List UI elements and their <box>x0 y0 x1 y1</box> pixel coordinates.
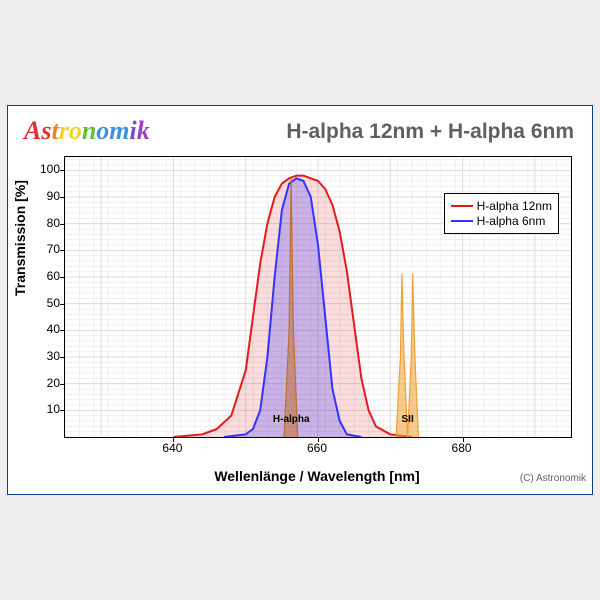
chart-panel: Astronomik H-alpha 12nm + H-alpha 6nm Tr… <box>7 105 593 495</box>
y-tick-mark <box>60 384 65 385</box>
y-tick-label: 80 <box>30 216 60 230</box>
copyright-text: (C) Astronomik <box>520 473 586 484</box>
y-tick-mark <box>60 304 65 305</box>
y-axis-label: Transmission [%] <box>12 180 28 296</box>
peak-label: SII <box>402 414 414 425</box>
y-tick-label: 30 <box>30 349 60 363</box>
legend-item: H-alpha 6nm <box>451 214 552 228</box>
y-tick-label: 50 <box>30 296 60 310</box>
y-tick-label: 20 <box>30 376 60 390</box>
y-tick-mark <box>60 197 65 198</box>
brand-logo: Astronomik <box>24 116 150 146</box>
legend-item: H-alpha 12nm <box>451 199 552 213</box>
x-axis-label: Wellenlänge / Wavelength [nm] <box>64 468 570 484</box>
peak-label: H-alpha <box>273 414 310 425</box>
legend-label: H-alpha 12nm <box>477 199 552 213</box>
legend: H-alpha 12nmH-alpha 6nm <box>444 193 559 234</box>
y-tick-mark <box>60 224 65 225</box>
legend-swatch <box>451 220 473 222</box>
x-tick-label: 640 <box>162 441 182 455</box>
y-tick-label: 40 <box>30 322 60 336</box>
y-tick-label: 60 <box>30 269 60 283</box>
y-tick-label: 10 <box>30 402 60 416</box>
legend-label: H-alpha 6nm <box>477 214 546 228</box>
canvas-outer: Astronomik H-alpha 12nm + H-alpha 6nm Tr… <box>0 0 600 600</box>
y-tick-mark <box>60 410 65 411</box>
x-tick-label: 660 <box>307 441 327 455</box>
y-tick-mark <box>60 250 65 251</box>
plot-area: H-alpha SII H-alpha 12nmH-alpha 6nm <box>64 156 572 438</box>
y-tick-mark <box>60 330 65 331</box>
legend-swatch <box>451 205 473 207</box>
y-tick-mark <box>60 170 65 171</box>
x-tick-label: 680 <box>452 441 472 455</box>
y-tick-mark <box>60 357 65 358</box>
y-tick-mark <box>60 277 65 278</box>
y-tick-label: 70 <box>30 242 60 256</box>
y-tick-label: 100 <box>30 162 60 176</box>
chart-title: H-alpha 12nm + H-alpha 6nm <box>286 120 574 144</box>
y-tick-label: 90 <box>30 189 60 203</box>
